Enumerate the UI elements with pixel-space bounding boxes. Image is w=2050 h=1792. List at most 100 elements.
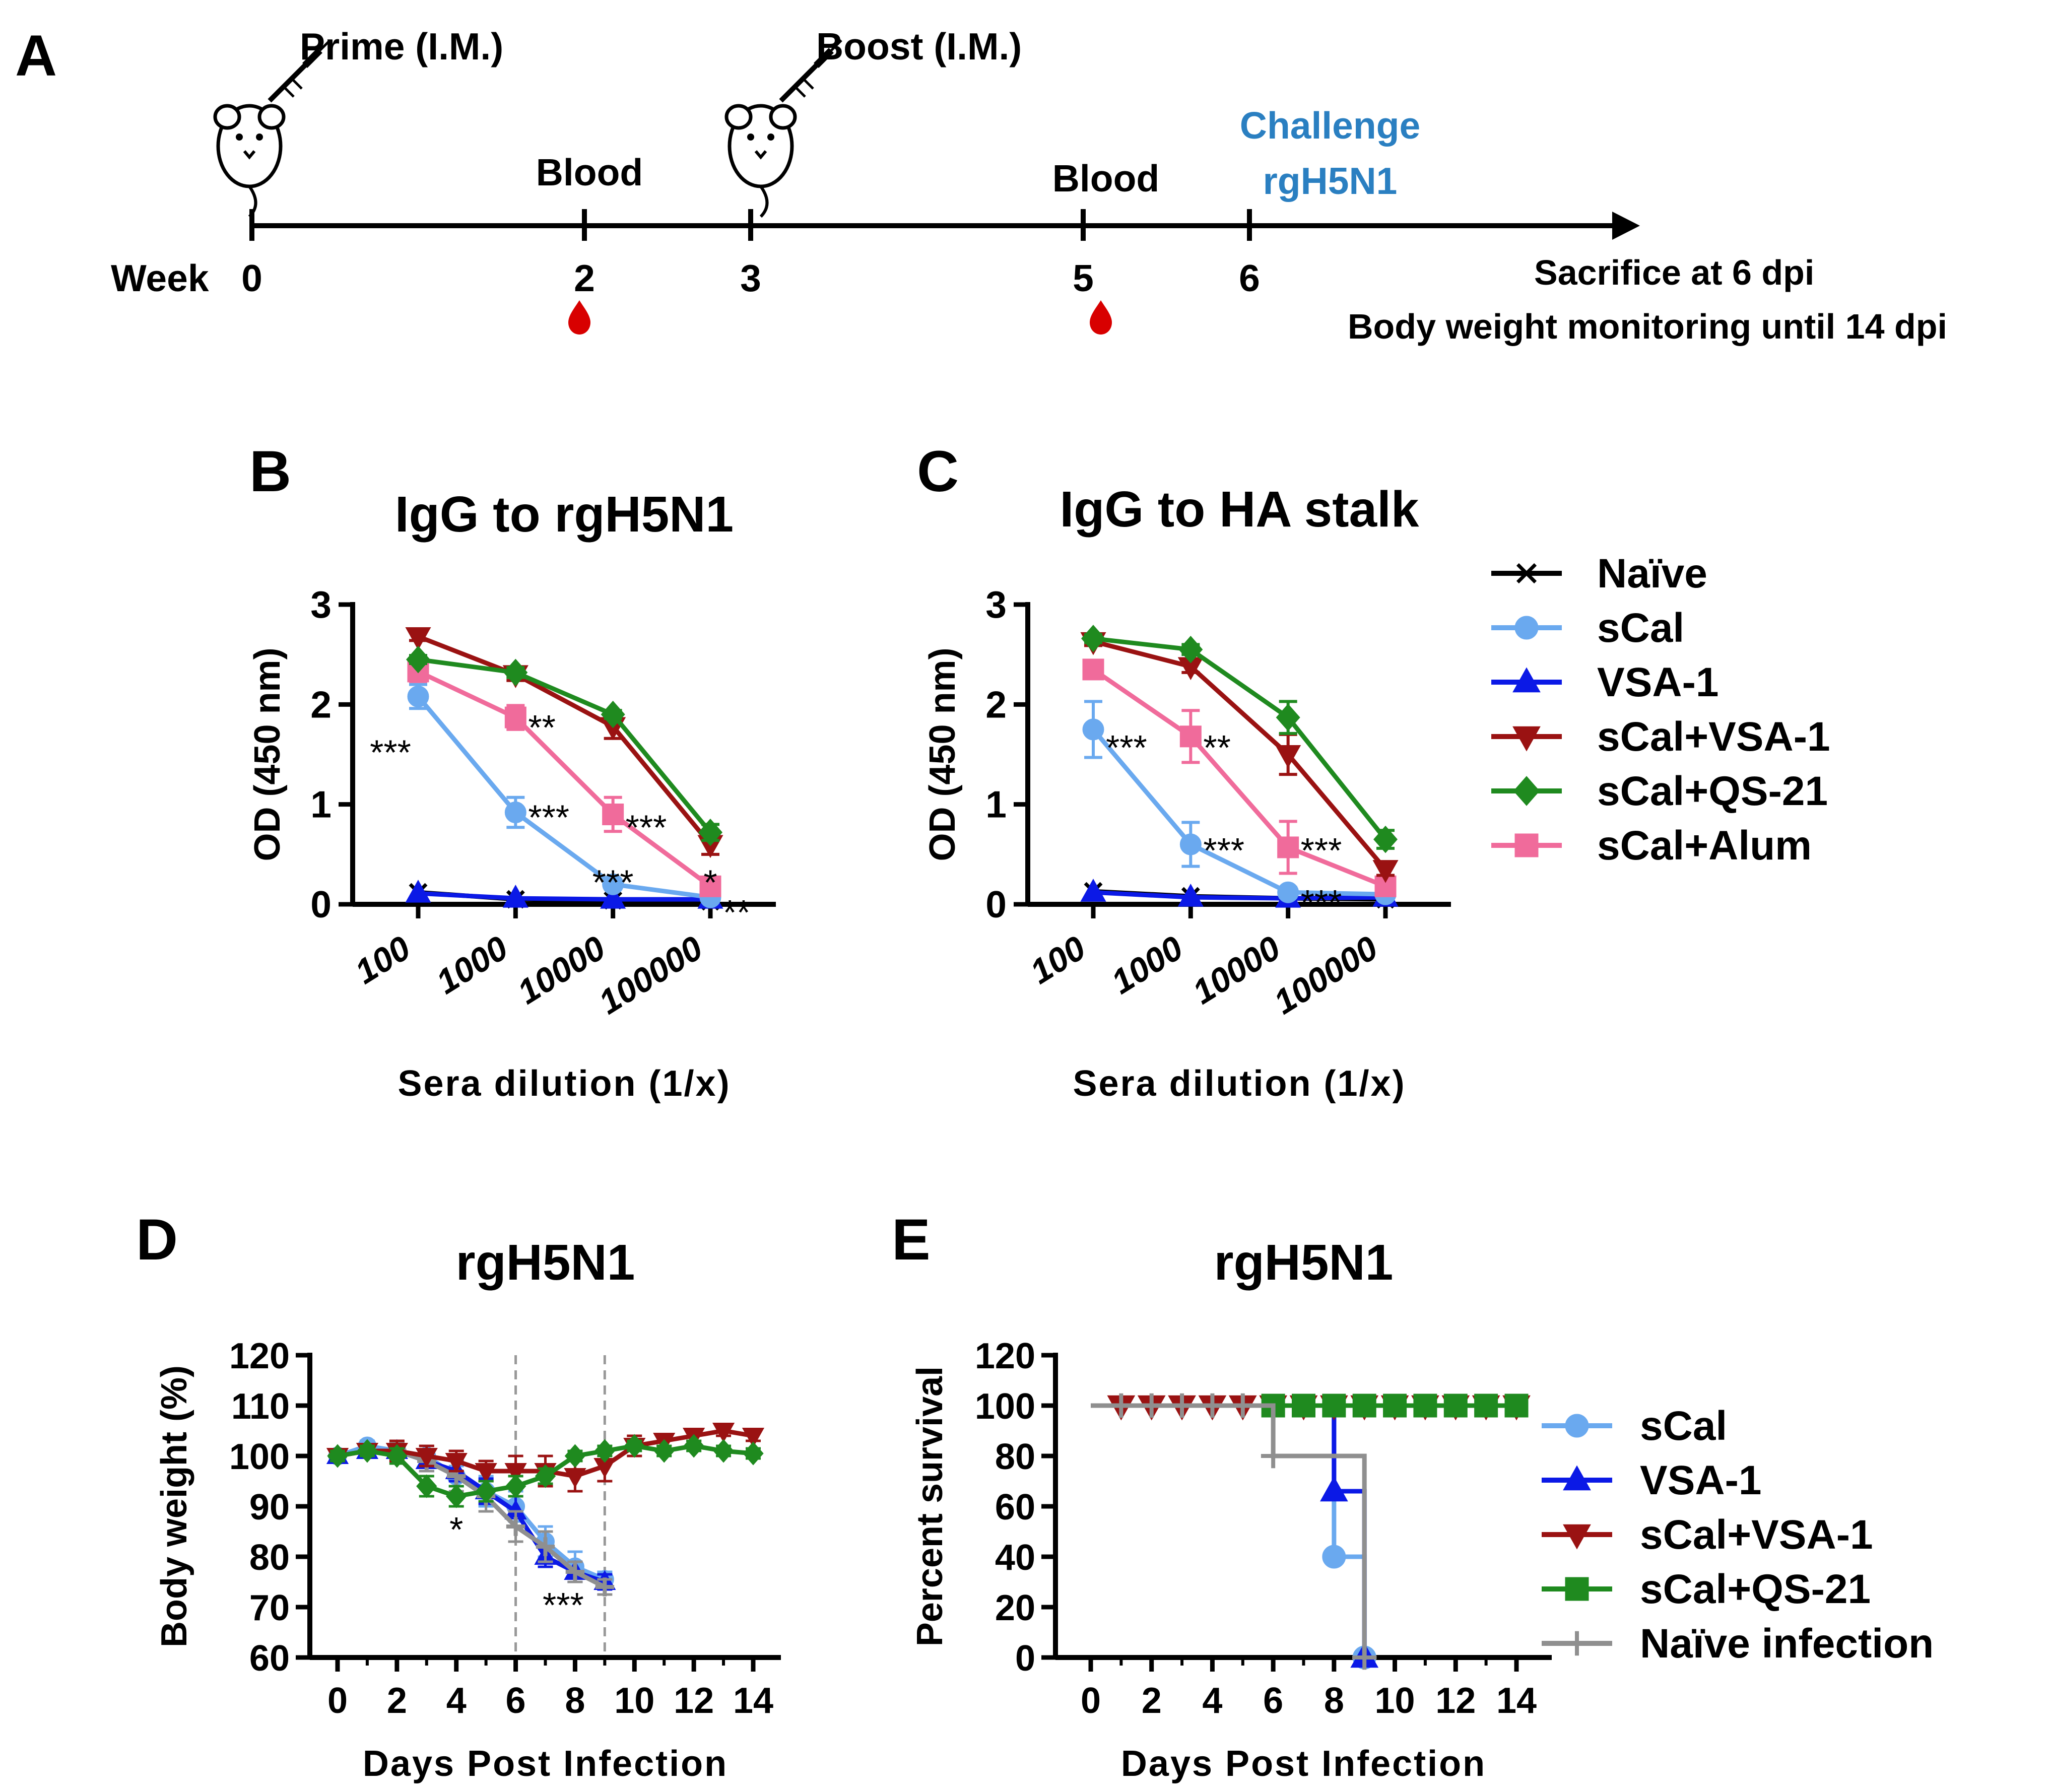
data-point-scal_qs21 xyxy=(1276,703,1300,732)
data-point-vsa1 xyxy=(600,886,626,909)
timeline-week-number: 6 xyxy=(1239,257,1260,299)
legend-marker-naive_infection xyxy=(1564,1631,1590,1656)
y-tick-label: 90 xyxy=(249,1487,290,1528)
y-axis-label: Percent survival xyxy=(910,1366,950,1646)
data-point-naive_infection xyxy=(506,1517,525,1536)
x-tick-label: 1000 xyxy=(1105,928,1190,1002)
series-line-scal_vsa1 xyxy=(1092,639,1387,871)
legend-marker-scal xyxy=(1565,1414,1589,1438)
significance-label: *** xyxy=(592,863,634,902)
data-point-scal_qs21 xyxy=(713,1439,734,1463)
y-tick-label: 100 xyxy=(229,1437,290,1477)
legend-e: sCal VSA-1 sCal+VSA-1 sCal+QS-21 Naïve infec… xyxy=(1542,1403,1934,1667)
boost-label: Boost (I.M.) xyxy=(816,25,1022,68)
chart-title: rgH5N1 xyxy=(1214,1234,1394,1291)
y-axis-label: Body weight (%) xyxy=(154,1365,194,1647)
data-point-scal xyxy=(602,873,624,895)
blood-label-week5: Blood xyxy=(1052,157,1159,200)
data-point-scal_qs21 xyxy=(416,1474,437,1498)
chart-title: rgH5N1 xyxy=(456,1234,635,1291)
legend-bc: Naïve sCal VSA-1 sCal+VSA-1 sCal+QS-21 sCal+A… xyxy=(1491,551,1830,869)
y-tick-label: 120 xyxy=(975,1336,1035,1376)
data-point-scal_qs21 xyxy=(1413,1393,1437,1418)
x-axis-label: Days Post Infection xyxy=(363,1744,728,1784)
series-line-scal xyxy=(416,695,711,900)
legend-marker-scal_qs21 xyxy=(1513,776,1540,806)
data-point-scal_vsa1 xyxy=(504,1463,527,1483)
significance-label: ** xyxy=(723,893,750,932)
y-tick-label: 1 xyxy=(985,783,1007,826)
x-axis-label: Sera dilution (1/x) xyxy=(1073,1064,1406,1104)
blood-drop-icon xyxy=(568,300,590,335)
panel-letter-a: A xyxy=(15,24,57,88)
x-tick-label: 100 xyxy=(348,928,417,991)
significance-label: ** xyxy=(1203,728,1230,767)
data-point-naive_infection xyxy=(1200,1393,1225,1418)
y-tick-label: 40 xyxy=(995,1538,1035,1578)
series-line-vsa1 xyxy=(1093,890,1386,901)
y-tick-label: 0 xyxy=(1015,1638,1035,1679)
x-tick-label: 0 xyxy=(327,1681,348,1721)
timeline-week-number: 5 xyxy=(1073,257,1094,299)
significance-label: *** xyxy=(370,733,411,772)
series-line-scal xyxy=(1091,728,1386,897)
panel-letter-c: C xyxy=(917,439,959,504)
data-point-scal_vsa1 xyxy=(564,1468,586,1488)
series-line-scal_alum xyxy=(1092,668,1386,889)
survival-line-scal xyxy=(1091,1403,1367,1657)
x-tick-label: 6 xyxy=(1263,1681,1283,1721)
timeline-week-number: 0 xyxy=(241,257,262,299)
legend-label-scal_qs21: sCal+QS-21 xyxy=(1640,1566,1871,1612)
significance-label: ** xyxy=(528,708,555,747)
y-tick-label: 2 xyxy=(310,683,332,725)
data-point-vsa1 xyxy=(1319,1476,1348,1502)
legend-label-scal_vsa1: sCal+VSA-1 xyxy=(1597,714,1830,760)
data-point-scal_qs21 xyxy=(1373,825,1398,853)
timeline-week-number: 2 xyxy=(574,257,595,299)
legend-label-vsa1: VSA-1 xyxy=(1597,659,1719,705)
legend-marker-vsa1 xyxy=(1512,667,1541,693)
x-tick-label: 1000 xyxy=(430,928,515,1002)
legend-label-scal_qs21: sCal+QS-21 xyxy=(1597,768,1828,814)
x-tick-label: 10 xyxy=(614,1681,654,1721)
challenge-virus-label: rgH5N1 xyxy=(1263,160,1398,202)
x-tick-label: 100 xyxy=(1023,928,1092,991)
prime-label: Prime (I.M.) xyxy=(300,25,503,68)
data-point-scal_vsa1 xyxy=(475,1463,497,1483)
legend-label-scal_vsa1: sCal+VSA-1 xyxy=(1640,1512,1873,1558)
x-tick-label: 14 xyxy=(733,1681,773,1721)
significance-label: *** xyxy=(528,798,569,837)
data-point-scal_qs21 xyxy=(624,1434,645,1458)
data-point-scal xyxy=(1322,1545,1346,1569)
data-point-scal_qs21 xyxy=(1474,1393,1498,1418)
x-tick-label: 2 xyxy=(1142,1681,1162,1721)
data-point-scal_qs21 xyxy=(1352,1393,1376,1418)
significance-label: * xyxy=(703,863,717,902)
data-point-scal_qs21 xyxy=(505,1474,526,1498)
data-point-naive_infection xyxy=(1139,1393,1164,1418)
data-point-naive_infection xyxy=(1352,1645,1377,1670)
y-axis-label: OD (450 nm) xyxy=(922,647,963,861)
panel-letter-e: E xyxy=(892,1208,931,1272)
y-tick-label: 110 xyxy=(231,1386,290,1427)
data-point-vsa1 xyxy=(1177,884,1204,907)
x-tick-label: 12 xyxy=(1435,1681,1476,1721)
data-point-scal_alum xyxy=(602,804,624,825)
data-point-scal_qs21 xyxy=(1322,1393,1346,1418)
y-tick-label: 0 xyxy=(310,883,332,925)
data-point-naive_infection xyxy=(565,1562,585,1581)
significance-label: *** xyxy=(1106,728,1147,767)
y-tick-label: 2 xyxy=(985,683,1007,725)
data-point-scal_qs21 xyxy=(1443,1393,1468,1418)
legend-marker-vsa1 xyxy=(1563,1465,1591,1491)
legend-label-scal: sCal xyxy=(1597,605,1684,651)
data-point-scal_qs21 xyxy=(1178,635,1203,663)
y-axis-label: OD (450 nm) xyxy=(247,647,288,861)
chart-title: IgG to HA stalk xyxy=(1060,481,1419,538)
x-tick-label: 8 xyxy=(1324,1681,1344,1721)
data-point-scal_qs21 xyxy=(594,1439,616,1463)
survival-line-vsa1 xyxy=(1091,1403,1367,1657)
data-point-scal_qs21 xyxy=(683,1434,704,1458)
